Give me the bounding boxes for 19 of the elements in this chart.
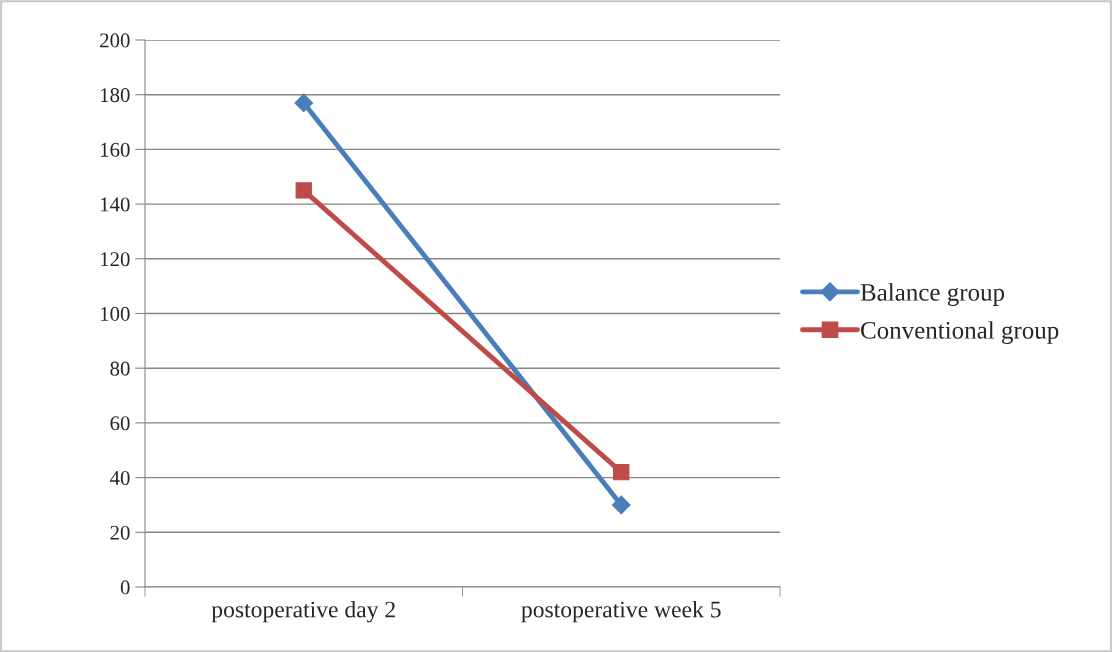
point	[611, 495, 631, 515]
y-tick-label: 100	[101, 306, 130, 321]
point	[295, 182, 312, 199]
y-tick-label: 0	[120, 580, 130, 595]
y-tick-label: 20	[110, 525, 130, 540]
x-tick-label: postoperative week 5	[521, 600, 721, 623]
y-tick-label: 200	[100, 33, 130, 48]
point	[294, 93, 314, 113]
y-tick-label: 120	[101, 252, 130, 267]
legend-label: Conventional group	[861, 321, 1059, 344]
y-tick-label: 140	[101, 197, 130, 212]
y-tick-label: 160	[101, 142, 130, 157]
y-tick-label: 180	[101, 88, 130, 103]
legend-label: Balance group	[860, 283, 1005, 306]
y-tick-label: 80	[110, 361, 130, 376]
point	[613, 463, 630, 481]
y-tick-label: 60	[110, 416, 130, 431]
x-tick-label: postoperative day 2	[211, 600, 395, 623]
y-tick-label: 40	[109, 470, 130, 486]
